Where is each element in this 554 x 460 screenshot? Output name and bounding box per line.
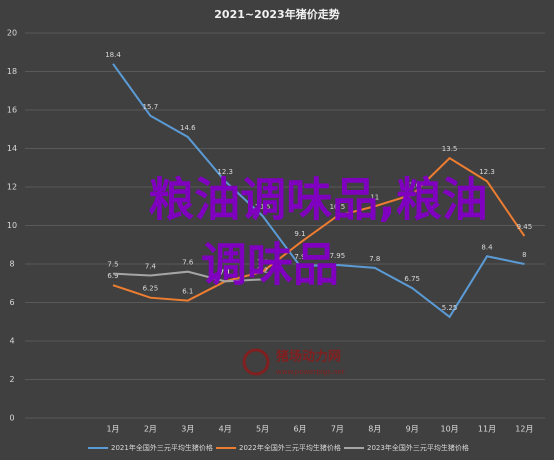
data-label: 12.3 (479, 168, 495, 176)
y-tick-label: 18 (7, 67, 17, 76)
watermark-url: www.powerpigs.net (276, 368, 345, 376)
legend-label: 2023年全国外三元平均生猪价格 (367, 443, 469, 452)
data-label: 10.5 (255, 203, 271, 211)
data-label: 7.4 (145, 263, 157, 271)
x-tick-label: 6月 (293, 425, 306, 434)
x-tick-label: 1月 (106, 425, 119, 434)
watermark-logo (242, 348, 270, 376)
y-tick-label: 2 (9, 375, 14, 384)
data-label: 11 (370, 193, 379, 201)
data-label: 11.6 (404, 182, 420, 190)
x-tick-label: 7月 (331, 425, 344, 434)
overlay-text: 粮油调味品,粮油 (148, 173, 487, 227)
x-tick-label: 2月 (144, 425, 157, 434)
y-tick-label: 4 (9, 337, 14, 346)
data-label: 7.5 (107, 261, 118, 269)
data-label: 8 (522, 251, 526, 259)
x-tick-label: 10月 (441, 425, 459, 434)
data-label: 7.6 (257, 259, 269, 267)
y-tick-label: 20 (7, 29, 17, 38)
x-tick-label: 5月 (256, 425, 269, 434)
legend-label: 2022年全国外三元平均生猪价格 (239, 443, 341, 452)
data-label: 12.3 (217, 168, 233, 176)
y-tick-label: 6 (9, 298, 14, 307)
chart-title: 2021~2023年猪价走势 (214, 7, 339, 21)
y-tick-label: 10 (7, 221, 17, 230)
data-label: 5.25 (442, 304, 458, 312)
data-label: 7.95 (330, 252, 346, 260)
y-tick-label: 16 (7, 106, 17, 115)
data-label: 7.9 (294, 253, 305, 261)
data-label: 6.75 (404, 275, 420, 283)
line (112, 270, 263, 283)
x-tick-label: 8月 (368, 425, 381, 434)
plot: 0 2 4 6 8 10 12 14 16 18 20 1月 2月 3月 4月 5月 6月 7月 8月 9月 10月 11… (7, 29, 545, 452)
data-label: 6.1 (182, 288, 193, 296)
data-label: 7.1 (220, 268, 231, 276)
data-label: 9.1 (294, 230, 305, 238)
data-label: 13.5 (442, 145, 458, 153)
data-label: 14.6 (180, 124, 196, 132)
y-tick-label: 0 (9, 414, 14, 423)
y-tick-label: 8 (9, 260, 14, 269)
x-tick-label: 4月 (219, 425, 232, 434)
line (112, 156, 526, 302)
data-label: 10.5 (330, 203, 346, 211)
data-label: 6.25 (143, 285, 159, 293)
data-label: 18.4 (105, 51, 121, 59)
x-tick-label: 3月 (181, 425, 194, 434)
data-label: 7.1 (220, 268, 231, 276)
watermark: 猪场动力网 www.powerpigs.net (242, 348, 345, 376)
y-tick-label: 12 (7, 183, 17, 192)
data-label: 6.9 (107, 272, 118, 280)
data-label: 8.4 (481, 243, 493, 251)
data-label: 7.2 (257, 266, 268, 274)
data-label: 7.8 (369, 255, 380, 263)
y-tick-label: 14 (7, 144, 17, 153)
legend-label: 2021年全国外三元平均生猪价格 (111, 443, 213, 452)
watermark-name: 猪场动力网 (275, 349, 341, 365)
x-tick-label: 9月 (406, 425, 419, 434)
data-label: 15.7 (143, 103, 159, 111)
line (112, 63, 525, 319)
x-tick-label: 12月 (515, 425, 533, 434)
data-label: 9.45 (517, 223, 533, 231)
overlay-text: 调味品 (201, 238, 339, 292)
data-label: 7.6 (182, 259, 194, 267)
x-tick-label: 11月 (478, 425, 496, 434)
